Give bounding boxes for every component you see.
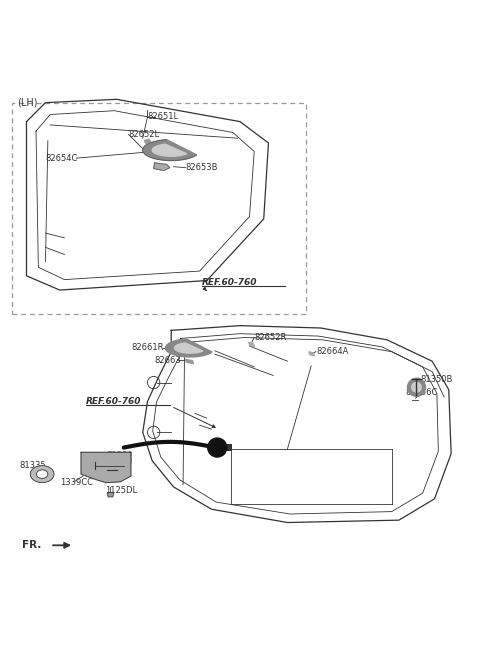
Polygon shape [144,139,151,144]
Text: 1125DL: 1125DL [105,485,137,495]
Text: 82663: 82663 [155,356,181,365]
Text: 81456C: 81456C [405,388,437,398]
Text: 82654C: 82654C [46,154,78,163]
Text: 82653B: 82653B [185,163,218,172]
Text: 82652R: 82652R [254,333,287,342]
Text: REF.60-760: REF.60-760 [86,397,141,406]
Text: 82661R: 82661R [131,344,163,352]
Polygon shape [185,359,193,363]
FancyBboxPatch shape [224,444,232,451]
Text: 81335: 81335 [19,461,46,470]
Text: 82651L: 82651L [147,112,179,121]
Polygon shape [249,342,255,346]
Text: 81350B: 81350B [420,375,453,384]
Text: 79380: 79380 [106,451,133,460]
Text: REF.60-760: REF.60-760 [202,278,258,287]
Polygon shape [152,144,187,156]
Text: (LH): (LH) [17,97,37,108]
Circle shape [208,438,227,457]
Ellipse shape [36,470,48,478]
Polygon shape [154,163,170,171]
Polygon shape [175,343,203,353]
Polygon shape [81,452,131,483]
Ellipse shape [30,466,54,483]
Polygon shape [166,339,212,357]
Polygon shape [107,493,114,497]
Circle shape [412,382,421,392]
Text: 79390: 79390 [106,457,132,466]
Polygon shape [309,352,314,356]
Polygon shape [143,140,197,161]
Text: 82652L: 82652L [129,130,160,139]
Text: 82664A: 82664A [316,347,348,356]
Circle shape [408,379,425,396]
Text: 1339CC: 1339CC [60,478,93,487]
Text: FR.: FR. [22,541,41,550]
